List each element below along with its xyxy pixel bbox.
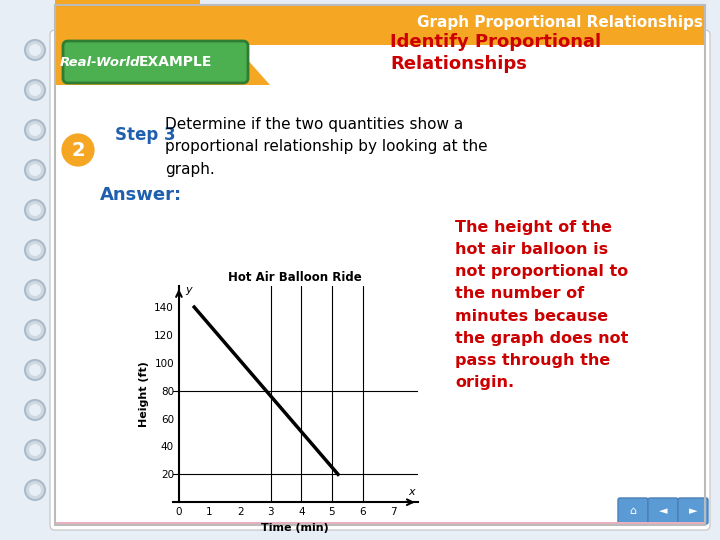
- Text: ◄: ◄: [659, 506, 667, 516]
- Text: x: x: [408, 487, 415, 497]
- Text: Real-World: Real-World: [60, 56, 140, 69]
- FancyBboxPatch shape: [63, 41, 248, 83]
- Text: Step 3: Step 3: [115, 126, 176, 144]
- Bar: [55, 5, 705, 40]
- Circle shape: [25, 320, 45, 340]
- Circle shape: [25, 280, 45, 300]
- Circle shape: [25, 360, 45, 380]
- FancyBboxPatch shape: [618, 498, 648, 524]
- Circle shape: [29, 484, 41, 496]
- FancyBboxPatch shape: [648, 498, 678, 524]
- Circle shape: [29, 244, 41, 256]
- Text: 2: 2: [71, 140, 85, 159]
- Polygon shape: [55, 0, 200, 85]
- Circle shape: [25, 440, 45, 460]
- Circle shape: [25, 400, 45, 420]
- Circle shape: [29, 324, 41, 336]
- Circle shape: [25, 160, 45, 180]
- Circle shape: [25, 240, 45, 260]
- Y-axis label: Height (ft): Height (ft): [139, 361, 149, 427]
- Circle shape: [29, 44, 41, 56]
- Circle shape: [25, 40, 45, 60]
- FancyBboxPatch shape: [55, 5, 705, 45]
- Circle shape: [60, 132, 96, 168]
- Text: EXAMPLE: EXAMPLE: [138, 55, 212, 69]
- Text: y: y: [185, 285, 192, 295]
- Text: The height of the
hot air balloon is
not proportional to
the number of
minutes b: The height of the hot air balloon is not…: [455, 220, 629, 390]
- Circle shape: [25, 200, 45, 220]
- Circle shape: [25, 80, 45, 100]
- Text: ►: ►: [689, 506, 697, 516]
- Circle shape: [29, 124, 41, 136]
- Circle shape: [25, 480, 45, 500]
- Circle shape: [29, 444, 41, 456]
- Circle shape: [29, 364, 41, 376]
- Title: Hot Air Balloon Ride: Hot Air Balloon Ride: [228, 271, 362, 284]
- Circle shape: [29, 284, 41, 296]
- Circle shape: [29, 164, 41, 176]
- FancyBboxPatch shape: [50, 30, 710, 530]
- Bar: [55, 5, 705, 45]
- Text: ⌂: ⌂: [629, 506, 636, 516]
- Circle shape: [29, 204, 41, 216]
- Text: Answer:: Answer:: [100, 186, 182, 204]
- Circle shape: [29, 404, 41, 416]
- X-axis label: Time (min): Time (min): [261, 523, 329, 532]
- Circle shape: [29, 84, 41, 96]
- Polygon shape: [55, 40, 270, 85]
- Bar: [55, 522, 705, 525]
- FancyBboxPatch shape: [678, 498, 708, 524]
- Text: Identify Proportional
Relationships: Identify Proportional Relationships: [390, 33, 601, 73]
- Text: Determine if the two quantities show a
proportional relationship by looking at t: Determine if the two quantities show a p…: [165, 117, 487, 177]
- Bar: [55, 45, 705, 525]
- Circle shape: [25, 120, 45, 140]
- Text: Graph Proportional Relationships: Graph Proportional Relationships: [417, 16, 703, 30]
